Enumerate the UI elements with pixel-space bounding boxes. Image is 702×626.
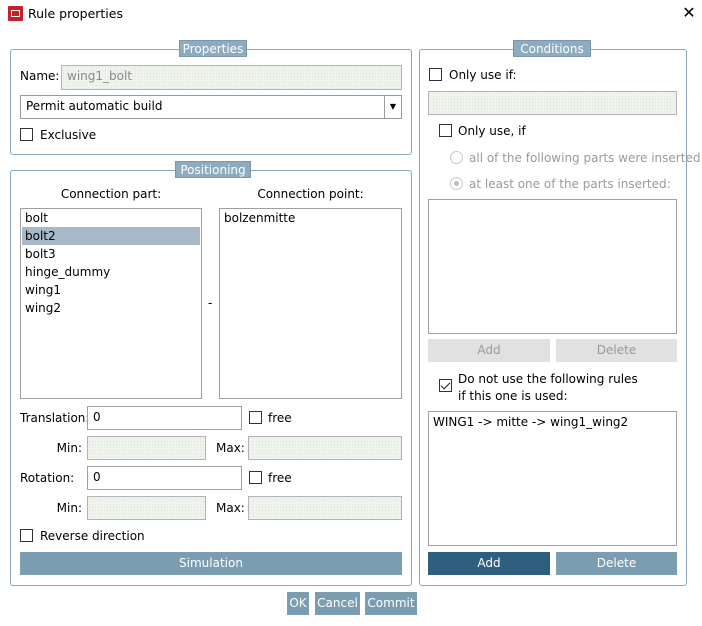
only-use-if-checkbox[interactable] xyxy=(429,68,442,81)
commit-button[interactable]: Commit xyxy=(365,592,417,615)
exclusive-label: Exclusive xyxy=(40,128,97,142)
app-icon xyxy=(8,6,23,21)
list-item[interactable]: bolt2 xyxy=(22,227,200,245)
delete-part-button[interactable]: Delete xyxy=(556,339,677,362)
translation-free-label: free xyxy=(268,411,292,425)
chevron-down-icon[interactable]: ▼ xyxy=(384,96,401,118)
delete-rule-button[interactable]: Delete xyxy=(556,552,677,575)
radio-one-part[interactable] xyxy=(450,177,463,190)
connection-point-list[interactable]: bolzenmitte xyxy=(219,208,402,399)
list-item[interactable]: WING1 -> mitte -> wing1_wing2 xyxy=(433,415,629,429)
window-title: Rule properties xyxy=(28,6,123,21)
connection-point-header: Connection point: xyxy=(257,187,364,201)
only-use-if2-label: Only use, if xyxy=(458,124,526,138)
rules-list[interactable]: WING1 -> mitte -> wing1_wing2 xyxy=(428,411,677,546)
close-icon[interactable]: ✕ xyxy=(682,3,696,22)
translation-field[interactable]: 0 xyxy=(87,406,242,430)
name-label: Name: xyxy=(20,69,60,83)
connection-part-header: Connection part: xyxy=(60,187,162,201)
simulation-button[interactable]: Simulation xyxy=(20,552,402,575)
rotation-label: Rotation: xyxy=(20,471,75,485)
parts-list[interactable] xyxy=(428,199,677,334)
only-use-if-field[interactable] xyxy=(428,91,677,115)
radio-all-parts[interactable] xyxy=(450,151,463,164)
build-select[interactable]: Permit automatic build ▼ xyxy=(20,95,402,119)
conditions-legend: Conditions xyxy=(513,40,591,57)
translation-max-label: Max: xyxy=(216,441,245,455)
reverse-direction-label: Reverse direction xyxy=(40,529,145,543)
rotation-min-label: Min: xyxy=(56,501,82,515)
build-select-value: Permit automatic build xyxy=(26,99,163,113)
do-not-use-label-2: if this one is used: xyxy=(458,389,568,403)
positioning-legend: Positioning xyxy=(175,161,251,178)
list-item[interactable]: wing1 xyxy=(25,283,62,297)
rotation-free-checkbox[interactable] xyxy=(249,471,262,484)
name-field[interactable]: wing1_bolt xyxy=(61,65,402,90)
list-item[interactable]: bolt3 xyxy=(25,247,56,261)
cancel-button[interactable]: Cancel xyxy=(315,592,360,615)
translation-min-label: Min: xyxy=(56,441,82,455)
translation-min-field[interactable] xyxy=(87,436,206,460)
rotation-max-field[interactable] xyxy=(248,496,402,520)
separator: - xyxy=(208,296,213,310)
reverse-direction-checkbox[interactable] xyxy=(20,529,33,542)
rotation-field[interactable]: 0 xyxy=(87,466,242,490)
rotation-min-field[interactable] xyxy=(87,496,206,520)
ok-button[interactable]: OK xyxy=(287,592,309,615)
connection-part-list[interactable]: bolt bolt2 bolt3 hinge_dummy wing1 wing2 xyxy=(20,208,202,399)
list-item[interactable]: wing2 xyxy=(25,301,62,315)
rotation-max-label: Max: xyxy=(216,501,245,515)
exclusive-checkbox[interactable] xyxy=(20,128,33,141)
only-use-if-label: Only use if: xyxy=(449,68,517,82)
properties-legend: Properties xyxy=(179,40,247,57)
radio-one-part-label: at least one of the parts inserted: xyxy=(469,177,671,191)
translation-free-checkbox[interactable] xyxy=(249,411,262,424)
rotation-free-label: free xyxy=(268,471,292,485)
do-not-use-label-1: Do not use the following rules xyxy=(458,372,638,386)
add-part-button[interactable]: Add xyxy=(428,339,550,362)
list-item[interactable]: bolt xyxy=(25,211,48,225)
radio-all-parts-label: all of the following parts were inserted… xyxy=(469,151,702,165)
add-rule-button[interactable]: Add xyxy=(428,552,550,575)
translation-max-field[interactable] xyxy=(248,436,402,460)
do-not-use-checkbox[interactable] xyxy=(439,379,452,392)
translation-label: Translation: xyxy=(20,411,90,425)
only-use-if2-checkbox[interactable] xyxy=(439,124,452,137)
list-item[interactable]: hinge_dummy xyxy=(25,265,111,279)
list-item[interactable]: bolzenmitte xyxy=(224,211,296,225)
